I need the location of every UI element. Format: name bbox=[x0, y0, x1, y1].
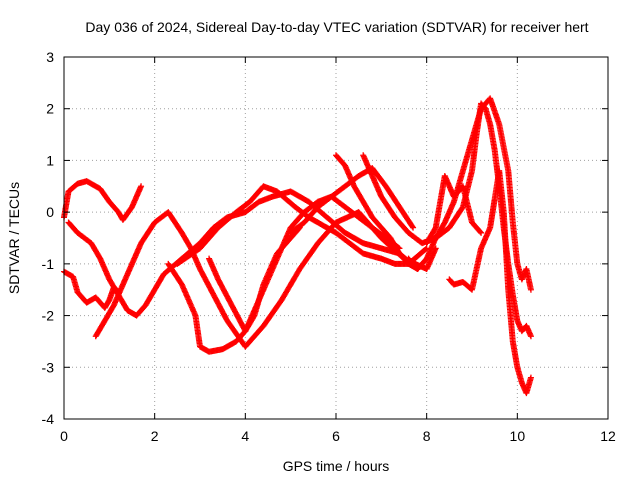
series-track-6 bbox=[174, 183, 430, 267]
chart-title: Day 036 of 2024, Sidereal Day-to-day VTE… bbox=[85, 19, 588, 35]
series-track-13 bbox=[423, 172, 485, 247]
data-marks bbox=[61, 95, 534, 397]
data-point bbox=[138, 183, 145, 190]
y-tick-label: 2 bbox=[46, 101, 54, 117]
y-tick-label: -1 bbox=[42, 256, 55, 272]
data-point bbox=[409, 223, 416, 230]
y-axis-label: SDTVAR / TECUs bbox=[6, 182, 22, 294]
data-point bbox=[410, 224, 417, 231]
data-point bbox=[527, 286, 534, 293]
y-tick-label: -2 bbox=[42, 308, 55, 324]
data-point bbox=[527, 374, 534, 381]
series-track-11 bbox=[405, 95, 534, 293]
x-tick-label: 0 bbox=[60, 428, 68, 444]
x-axis-label: GPS time / hours bbox=[283, 458, 390, 474]
data-point bbox=[478, 229, 485, 236]
x-tick-label: 10 bbox=[510, 428, 526, 444]
series-track-1 bbox=[61, 178, 145, 223]
x-tick-label: 2 bbox=[151, 428, 159, 444]
y-tick-label: -4 bbox=[42, 411, 55, 427]
x-tick-label: 4 bbox=[241, 428, 249, 444]
data-point bbox=[477, 228, 484, 235]
data-point bbox=[432, 225, 439, 232]
x-tick-label: 12 bbox=[600, 428, 616, 444]
y-tick-label: 0 bbox=[46, 204, 54, 220]
y-tick-label: 1 bbox=[46, 152, 54, 168]
series-track-12 bbox=[446, 167, 534, 397]
x-tick-label: 6 bbox=[332, 428, 340, 444]
y-tick-label: 3 bbox=[46, 49, 54, 65]
y-tick-label: -3 bbox=[42, 359, 55, 375]
x-tick-label: 8 bbox=[423, 428, 431, 444]
data-point bbox=[527, 333, 534, 340]
